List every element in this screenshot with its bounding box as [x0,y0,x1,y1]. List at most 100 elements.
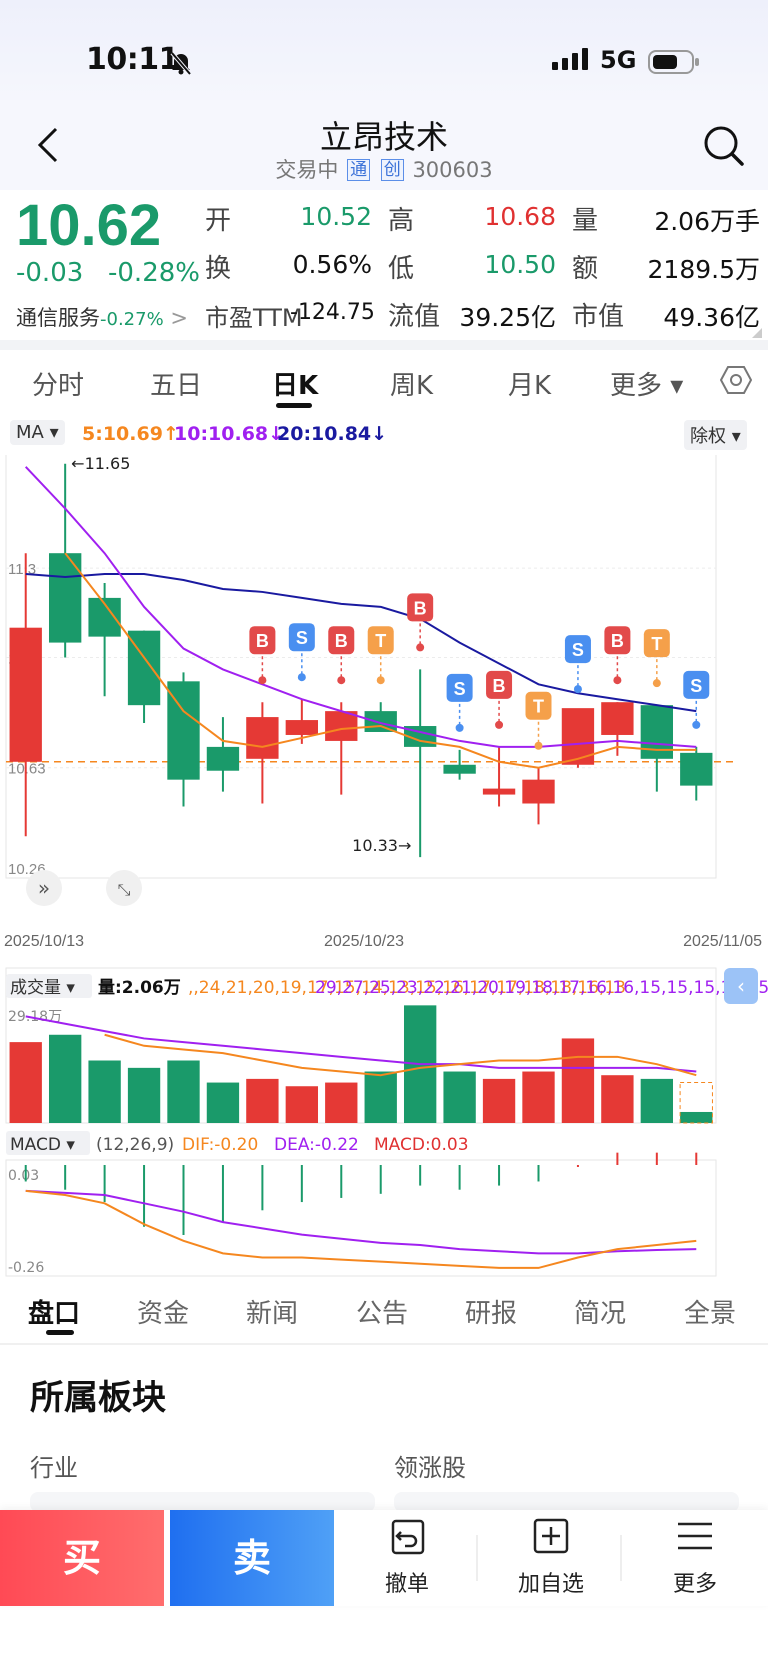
tab-profile[interactable]: 简况 [574,1299,627,1329]
sector-pct: -0.27% [100,309,164,330]
back-icon[interactable] [36,125,60,169]
candle-body [680,752,713,786]
signal-label: B [256,631,269,651]
tab-daily-k[interactable]: 日K [272,371,319,401]
undo-icon [391,1519,425,1555]
bottom-tab-indicator [46,1330,74,1335]
pe-value: -124.75 [290,300,375,325]
ma-selector[interactable]: MA ▾ [10,420,65,445]
date-label: 2025/10/23 [324,933,404,950]
volume-bar [246,1078,279,1123]
candle-body [246,717,279,759]
volume-bar [561,1038,595,1123]
leader-card[interactable] [394,1492,739,1512]
signal-icon [552,48,592,74]
volume-bar [325,1082,358,1123]
industry-card[interactable] [30,1492,375,1512]
search-icon[interactable] [702,124,746,172]
candle-body [206,746,240,771]
volume-bar [680,1111,713,1123]
price-change-pct: -0.28% [108,258,200,288]
tab-announcements[interactable]: 公告 [356,1299,409,1329]
add-icon [533,1518,569,1554]
tab-intraday[interactable]: 分时 [32,371,85,401]
stock-code: 300603 [412,158,493,182]
volume-bar [206,1082,240,1123]
signal-dot [258,676,267,685]
double-chevron-icon: » [38,876,50,900]
volume-bar [601,1075,634,1123]
expand-button [26,870,62,906]
macd-panel-frame [5,1159,717,1277]
add-watchlist-button[interactable]: 加自选 [496,1518,606,1598]
volume-ma10: 29,27,25,23,22,21,20,19,18,17,16,16,15,1… [315,978,768,998]
volume-current: 量:2.06万 [98,977,181,998]
buy-button[interactable]: 买 [0,1510,164,1606]
tab-five-day[interactable]: 五日 [150,371,203,401]
tab-weekly-k[interactable]: 周K [390,371,434,401]
add-watchlist-label: 加自选 [517,1572,584,1597]
volume-bar [364,1071,397,1123]
macd-dif: DIF:-0.20 [182,1135,258,1155]
tab-overview[interactable]: 全景 [684,1299,737,1329]
settings-hex-icon[interactable] [719,364,753,400]
stock-name: 立昂技术 [319,118,448,156]
signal-dot [376,676,385,685]
tab-more[interactable]: 更多 ▾ [610,371,684,401]
more-button[interactable]: 更多 [640,1518,750,1598]
low-label: 低 [388,254,415,284]
signal-label: B [414,598,427,618]
signal-badge [683,670,710,699]
adjust-selector[interactable]: 除权 ▾ [684,420,747,450]
volume-selector-bg [6,974,92,998]
leader-label: 领涨股 [394,1454,466,1482]
signal-badge [525,691,552,720]
divider [620,1535,622,1581]
max-price-label: ←11.65 [71,455,130,473]
volume-ma10-line [25,1015,697,1073]
signal-badge [643,629,670,658]
industry-label: 行业 [30,1454,78,1482]
candle-body [9,627,42,762]
signal-dot [455,723,464,732]
sector-link[interactable]: 通信服务-0.27% > [16,306,188,330]
tab-monthly-k[interactable]: 月K [508,371,552,401]
sell-button[interactable]: 卖 [170,1510,334,1606]
date-label: 2025/11/05 [683,933,762,950]
tab-news[interactable]: 新闻 [246,1299,299,1329]
high-label: 高 [388,206,415,236]
menu-icon [678,1522,712,1550]
mcap-value: 49.36亿 [663,303,760,332]
chinext-tag: 创 [380,159,404,181]
macd-value: MACD:0.03 [374,1135,469,1155]
volume-bar [443,1071,476,1123]
ma10-line [24,466,697,748]
signal-badge [328,626,355,655]
signal-badge [407,593,434,622]
candle-body [285,720,319,735]
section-title: 所属板块 [30,1378,166,1418]
volume-bar [482,1078,516,1123]
signal-dot [613,676,622,685]
amount-label: 额 [572,254,599,284]
signal-badge [288,623,315,652]
ma20-value: 20:10.84↓ [277,423,388,445]
macd-params: (12,26,9) [96,1135,174,1155]
ma20-line [25,573,697,713]
signal-label: S [572,640,584,660]
last-price: 10.62 [16,193,162,258]
tab-research[interactable]: 研报 [465,1299,518,1329]
macd-selector: MACD ▾ [10,1135,75,1155]
signal-badge [446,673,473,702]
turnover-label: 换 [205,254,232,284]
signal-dot [652,679,661,688]
signal-dot [337,676,346,685]
status-time: 10:11 [86,42,180,77]
signal-label: T [651,634,662,654]
cancel-order-button[interactable]: 撤单 [352,1518,462,1598]
kline-chart[interactable]: 11.7511.311.010.6310.26BSBTBSBTSBTS←11.6… [0,455,768,1285]
tab-orderbook[interactable]: 盘口 [28,1299,81,1329]
expand-corner-icon[interactable] [752,328,762,338]
float-value: 39.25亿 [459,303,556,332]
tab-funds[interactable]: 资金 [137,1299,190,1329]
